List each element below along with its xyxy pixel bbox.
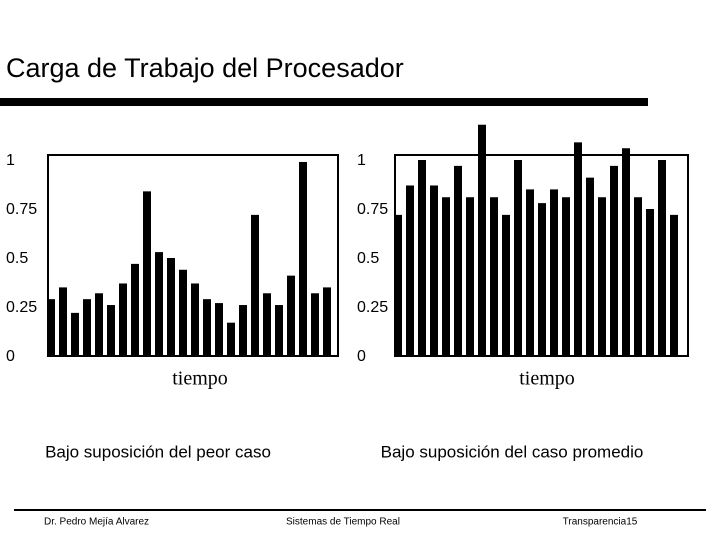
bar: [323, 287, 331, 356]
bar: [263, 293, 271, 356]
bar: [191, 283, 199, 356]
footer-page: Transparencia15: [563, 517, 638, 528]
bar: [550, 189, 558, 356]
bar: [670, 214, 678, 356]
bar: [215, 303, 223, 356]
x-axis-label: tiempo: [172, 368, 228, 390]
bar: [287, 275, 295, 356]
bar: [227, 322, 235, 356]
bar: [251, 214, 259, 356]
y-tick-label: 0.5: [357, 250, 379, 267]
bar: [167, 258, 175, 356]
bar: [143, 191, 151, 356]
bar: [131, 263, 139, 356]
bar: [47, 299, 55, 356]
bar: [275, 305, 283, 356]
bar: [311, 293, 319, 356]
y-tick-label: 0.75: [357, 201, 388, 218]
y-tick-label: 0.75: [6, 201, 37, 218]
x-axis-label: tiempo: [519, 368, 575, 390]
bar: [478, 124, 486, 356]
bar: [454, 165, 462, 356]
slide-title: Carga de Trabajo del Procesador: [6, 53, 404, 83]
bar: [203, 299, 211, 356]
bar: [95, 293, 103, 356]
bar: [299, 161, 307, 356]
y-tick-label: 1: [6, 152, 15, 169]
bar: [490, 197, 498, 356]
title-rule: [0, 98, 648, 106]
bar: [83, 299, 91, 356]
bar: [119, 283, 127, 356]
bar: [466, 197, 474, 356]
bar: [610, 165, 618, 356]
bar: [586, 177, 594, 356]
y-tick-label: 0.5: [6, 250, 28, 267]
bar: [394, 214, 402, 356]
bar: [59, 287, 67, 356]
bar: [658, 160, 666, 356]
chart-caption: Bajo suposición del peor caso: [45, 442, 271, 461]
y-tick-label: 0: [357, 348, 366, 365]
y-tick-label: 1: [357, 152, 366, 169]
y-tick-label: 0.25: [6, 299, 37, 316]
bar: [155, 252, 163, 356]
chart-caption: Bajo suposición del caso promedio: [381, 442, 644, 461]
bar: [574, 142, 582, 356]
bar: [502, 214, 510, 356]
footer-author: Dr. Pedro Mejía Alvarez: [44, 517, 149, 528]
footer-course: Sistemas de Tiempo Real: [286, 517, 400, 528]
bar: [418, 160, 426, 356]
bar: [526, 189, 534, 356]
bar: [430, 185, 438, 356]
bar: [179, 269, 187, 356]
bar: [71, 312, 79, 356]
bar: [406, 185, 414, 356]
bar: [538, 203, 546, 356]
bar: [107, 305, 115, 356]
bar: [514, 160, 522, 356]
bar: [598, 197, 606, 356]
bar: [646, 209, 654, 356]
bar: [622, 148, 630, 356]
bar: [442, 197, 450, 356]
bar: [562, 197, 570, 356]
bar: [239, 305, 247, 356]
y-tick-label: 0: [6, 348, 15, 365]
bar: [634, 197, 642, 356]
y-tick-label: 0.25: [357, 299, 388, 316]
